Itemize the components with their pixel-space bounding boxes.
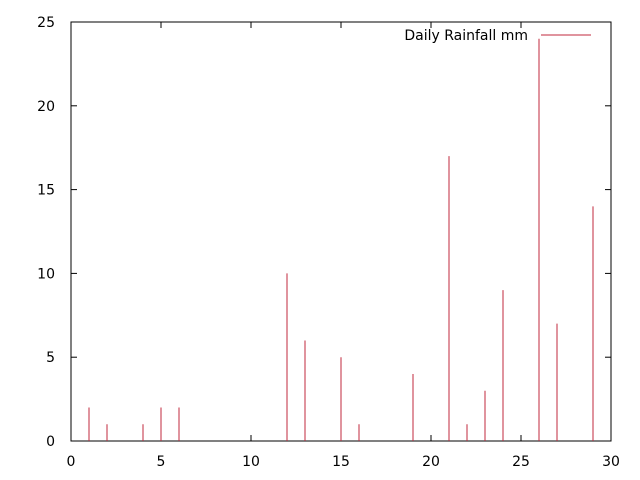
y-tick-label: 5	[46, 350, 55, 366]
x-tick-label: 25	[512, 454, 530, 470]
y-tick-label: 15	[37, 183, 55, 199]
x-tick-label: 10	[242, 454, 260, 470]
axis-ticks	[71, 22, 611, 441]
legend-label: Daily Rainfall mm	[404, 28, 528, 44]
x-tick-label: 5	[157, 454, 166, 470]
axis-tick-labels: 0 5 10 15 20 25 30 0 5 10 15 20 25	[37, 15, 620, 470]
x-tick-label: 0	[67, 454, 76, 470]
x-tick-label: 30	[602, 454, 620, 470]
x-tick-label: 15	[332, 454, 350, 470]
legend: Daily Rainfall mm	[404, 28, 591, 44]
y-tick-label: 0	[46, 434, 55, 450]
x-tick-label: 20	[422, 454, 440, 470]
y-tick-label: 10	[37, 266, 55, 282]
data-impulses	[88, 38, 594, 441]
y-tick-label: 25	[37, 15, 55, 31]
y-tick-label: 20	[37, 99, 55, 115]
